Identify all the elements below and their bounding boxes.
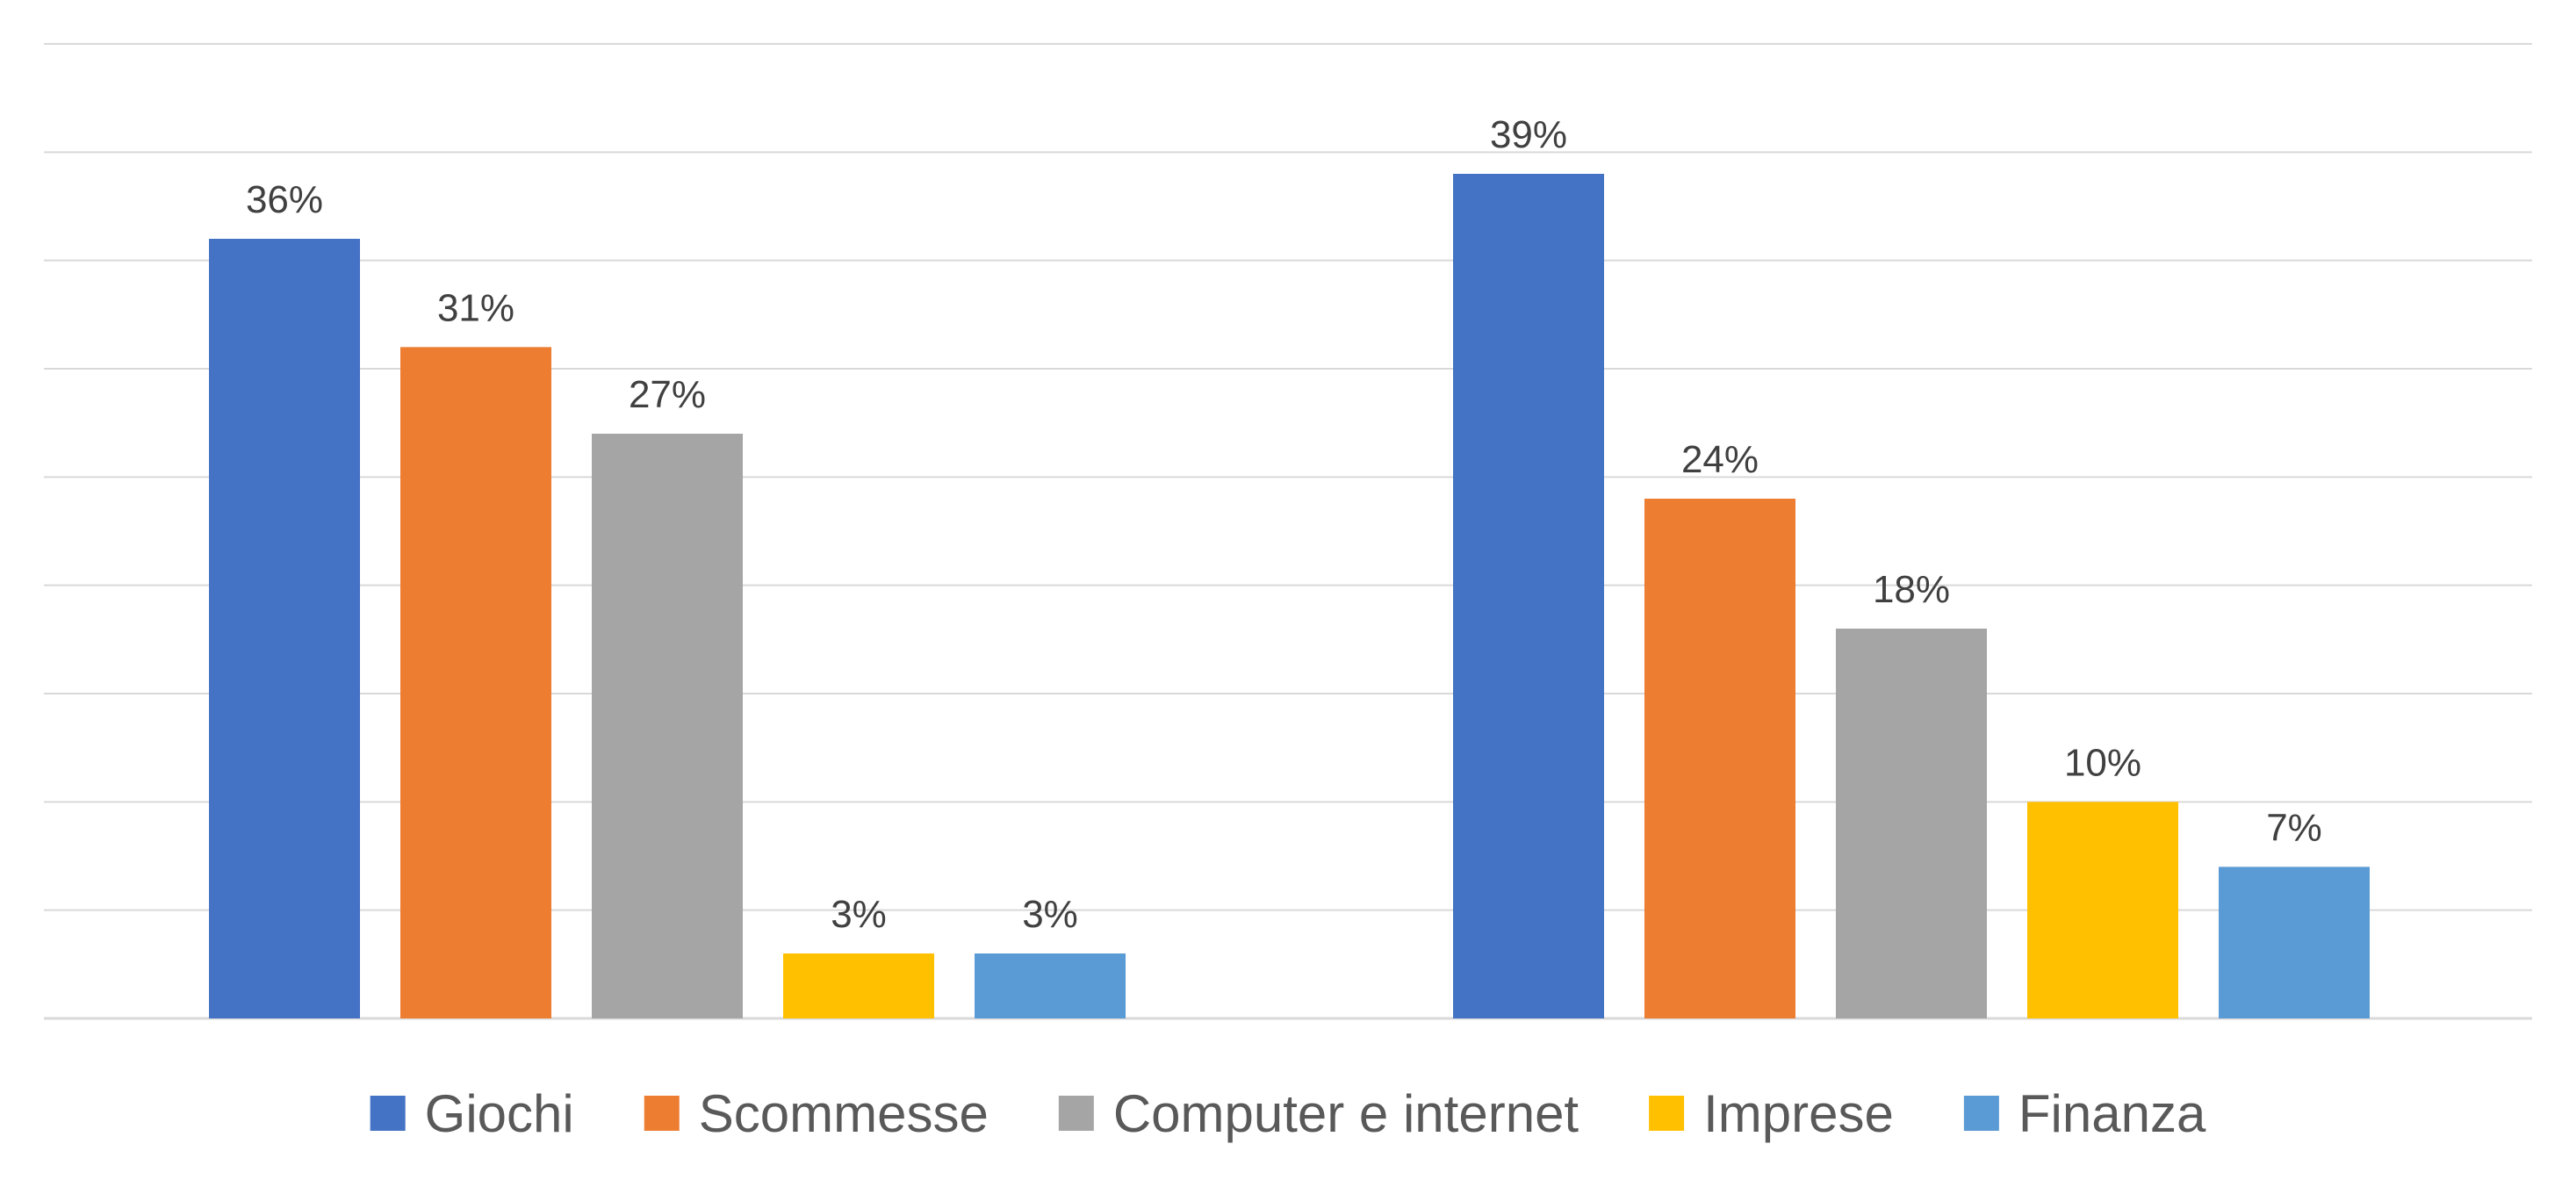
legend-label: Imprese: [1703, 1084, 1894, 1143]
bar-giochi-group-1: [209, 239, 360, 1018]
legend-swatch: [1963, 1096, 1999, 1131]
bar-imprese-group-2: [2027, 802, 2178, 1018]
data-label: 36%: [246, 178, 323, 221]
bar-finanza-group-1: [975, 953, 1126, 1018]
data-label: 10%: [2064, 741, 2141, 784]
data-label: 18%: [1873, 568, 1950, 611]
legend-item-computer-e-internet: Computer e internet: [1058, 1084, 1579, 1143]
legend-swatch: [644, 1096, 680, 1131]
bar-scommesse-group-1: [400, 347, 551, 1018]
data-label: 31%: [437, 286, 514, 329]
data-label: 39%: [1490, 113, 1567, 156]
legend-swatch: [1649, 1096, 1685, 1131]
bar-imprese-group-1: [783, 953, 934, 1018]
data-label: 3%: [1022, 893, 1078, 936]
legend-swatch: [1058, 1096, 1094, 1131]
legend-item-scommesse: Scommesse: [644, 1084, 989, 1143]
legend-item-giochi: Giochi: [370, 1084, 574, 1143]
legend-item-imprese: Imprese: [1649, 1084, 1894, 1143]
bar-scommesse-group-2: [1644, 499, 1795, 1018]
data-label: 24%: [1681, 438, 1759, 481]
legend-label: Giochi: [425, 1084, 574, 1143]
bar-finanza-group-2: [2219, 867, 2370, 1018]
data-label: 3%: [831, 893, 887, 936]
data-label: 27%: [629, 373, 706, 416]
data-label: 7%: [2266, 806, 2322, 849]
bar-computer-e-internet-group-1: [592, 434, 743, 1018]
legend-label: Computer e internet: [1113, 1084, 1579, 1143]
legend: Giochi Scommesse Computer e internet Impres…: [370, 1084, 2206, 1143]
bars: [209, 174, 2370, 1018]
bar-giochi-group-2: [1453, 174, 1604, 1018]
data-labels: 36% 39% 31% 24% 27% 18% 3% 10% 3% 7%: [246, 113, 2322, 936]
legend-label: Scommesse: [699, 1084, 989, 1143]
legend-label: Finanza: [2018, 1084, 2206, 1143]
legend-swatch: [370, 1096, 406, 1131]
bar-computer-e-internet-group-2: [1836, 629, 1987, 1018]
legend-item-finanza: Finanza: [1963, 1084, 2206, 1143]
